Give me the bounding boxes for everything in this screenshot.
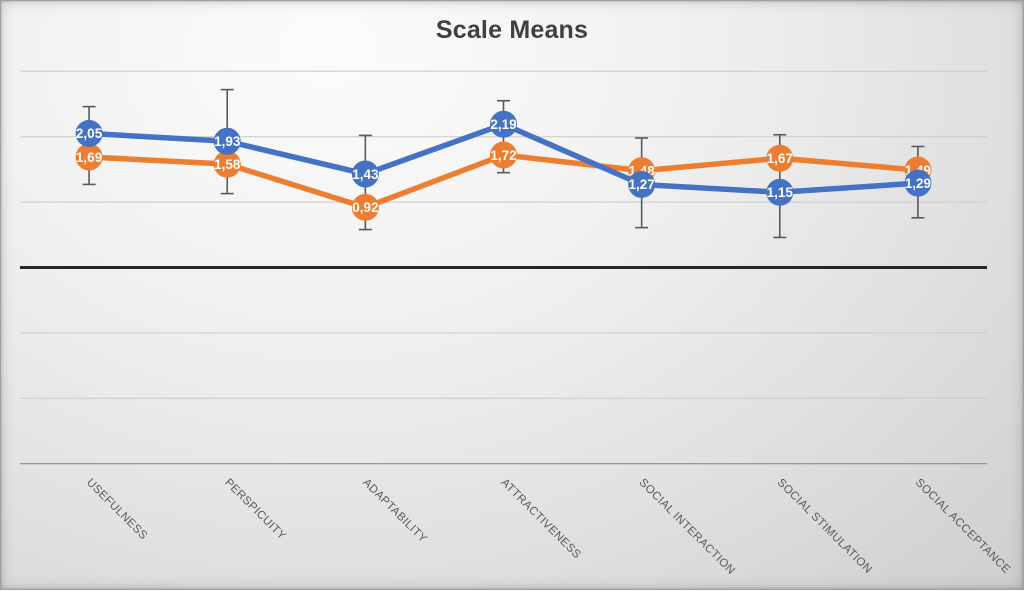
- data-marker-orange: [351, 193, 379, 221]
- data-label-orange: 1,58: [214, 157, 241, 172]
- chart-title: Scale Means: [435, 16, 589, 44]
- data-label-blue: 1,93: [214, 134, 241, 149]
- category-label: SOCIAL INTERACTION: [637, 477, 737, 577]
- data-label-blue: 2,05: [76, 126, 103, 141]
- data-label-blue: 1,15: [767, 185, 794, 200]
- data-label-blue: 1,43: [352, 167, 379, 182]
- category-label: ATTRACTIVENESS: [498, 477, 583, 562]
- data-marker-blue: [75, 119, 103, 147]
- data-marker-blue: [628, 170, 656, 198]
- category-label: USEFULNESS: [84, 477, 150, 543]
- data-marker-blue: [766, 178, 794, 206]
- data-label-orange: 0,92: [352, 200, 378, 215]
- data-marker-orange: [75, 143, 103, 171]
- data-marker-blue: [490, 110, 517, 138]
- category-label: SOCIAL STIMULATION: [775, 477, 874, 576]
- data-label-blue: 1,27: [629, 177, 655, 192]
- data-marker-blue: [213, 127, 241, 155]
- data-marker-orange: [490, 141, 517, 169]
- data-marker-blue: [904, 169, 932, 197]
- category-label: ADAPTABILITY: [360, 477, 429, 546]
- data-marker-blue: [351, 160, 379, 188]
- data-label-blue: 2,19: [490, 117, 516, 132]
- data-label-orange: 1,67: [767, 151, 793, 166]
- category-label: PERSPICUITY: [222, 477, 288, 543]
- data-marker-orange: [766, 144, 794, 172]
- data-label-orange: 1,69: [76, 150, 102, 165]
- data-marker-orange: [213, 150, 241, 178]
- data-label-orange: 1,72: [490, 148, 516, 163]
- category-label: SOCIAL ACCEPTANCE: [913, 477, 1013, 577]
- data-label-blue: 1,29: [905, 176, 931, 191]
